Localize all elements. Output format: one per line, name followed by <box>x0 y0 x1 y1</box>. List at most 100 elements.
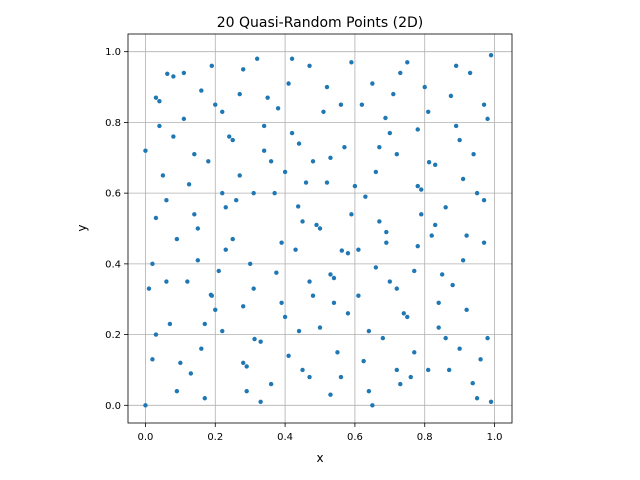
scatter-point <box>481 198 487 203</box>
scatter-point <box>377 219 382 224</box>
scatter-point <box>150 357 155 362</box>
scatter-point <box>443 205 448 210</box>
scatter-point <box>213 102 218 107</box>
scatter-point <box>345 311 351 316</box>
scatter-point <box>349 212 354 217</box>
scatter-point <box>296 141 302 146</box>
scatter-point <box>230 137 235 143</box>
scatter-point <box>303 180 309 185</box>
scatter-point <box>377 144 382 150</box>
scatter-point <box>241 360 246 366</box>
scatter-point <box>324 180 330 185</box>
scatter-point <box>419 212 424 217</box>
scatter-point <box>401 311 406 316</box>
scatter-point <box>439 272 445 277</box>
scatter-point <box>275 106 281 111</box>
scatter-point <box>457 137 462 143</box>
scatter-point <box>300 219 305 224</box>
scatter-point <box>433 162 438 168</box>
scatter-point <box>202 396 207 401</box>
scatter-point <box>464 307 469 313</box>
scatter-point <box>286 353 291 359</box>
scatter-point <box>387 130 393 136</box>
y-axis-label: y <box>75 224 89 231</box>
scatter-point <box>153 332 159 337</box>
scatter-point <box>384 240 389 245</box>
scatter-point <box>356 247 361 252</box>
scatter-point <box>227 134 232 139</box>
scatter-point <box>265 95 270 100</box>
y-tick-label: 0.8 <box>105 118 121 129</box>
scatter-point <box>363 194 368 199</box>
scatter-point <box>174 388 180 394</box>
scatter-point <box>251 286 256 291</box>
scatter-point <box>258 339 263 344</box>
scatter-point <box>488 399 494 404</box>
scatter-point <box>157 123 162 129</box>
chart-title: 20 Quasi-Random Points (2D) <box>217 15 424 31</box>
scatter-point <box>470 381 475 386</box>
scatter-point <box>195 258 201 263</box>
scatter-point <box>192 152 197 157</box>
x-tick-label: 0.2 <box>207 432 223 443</box>
scatter-point <box>412 350 417 355</box>
scatter-point <box>310 293 316 298</box>
scatter-point <box>223 205 228 210</box>
scatter-point <box>220 109 225 115</box>
scatter-point <box>446 367 452 373</box>
scatter-point <box>415 183 420 189</box>
scatter-point <box>143 403 148 408</box>
plot-frame <box>127 33 513 424</box>
scatter-point <box>338 374 344 380</box>
scatter-point <box>293 247 298 252</box>
scatter-point <box>328 272 333 277</box>
scatter-point <box>186 182 192 187</box>
scatter-point <box>426 159 432 165</box>
scatter-point <box>261 123 267 129</box>
scatter-point <box>195 226 201 231</box>
scatter-point <box>426 367 431 373</box>
scatter-point <box>244 388 249 394</box>
scatter-point <box>252 336 257 342</box>
y-axis-ticks: 0.0 0.2 0.4 0.6 0.8 1.0 <box>105 47 128 412</box>
scatter-point <box>370 403 375 408</box>
scatter-point <box>310 159 316 164</box>
scatter-point <box>453 123 459 129</box>
scatter-point <box>349 60 354 65</box>
scatter-point <box>282 314 288 320</box>
scatter-point <box>415 243 420 249</box>
scatter-point <box>380 335 386 341</box>
y-tick-label: 1.0 <box>105 47 121 58</box>
scatter-point <box>164 279 169 284</box>
scatter-point <box>321 109 326 115</box>
x-tick-label: 0.8 <box>417 432 433 443</box>
scatter-point <box>237 91 242 97</box>
scatter-point <box>384 229 389 235</box>
scatter-point <box>181 116 187 122</box>
scatter-point <box>342 144 347 150</box>
scatter-point <box>419 187 424 192</box>
scatter-point <box>220 328 225 334</box>
scatter-point <box>199 88 204 93</box>
scatter-point <box>209 293 214 298</box>
data-points <box>143 53 494 408</box>
scatter-point <box>234 198 239 203</box>
scatter-point <box>485 116 490 122</box>
scatter-point <box>485 335 490 341</box>
scatter-point <box>157 98 162 104</box>
scatter-point <box>481 102 487 107</box>
scatter-point <box>307 374 312 380</box>
scatter-point <box>165 71 170 76</box>
scatter-point <box>331 300 337 305</box>
scatter-point <box>345 251 351 256</box>
scatter-point <box>488 53 494 58</box>
scatter-point <box>339 248 345 253</box>
scatter-point <box>286 81 291 86</box>
x-tick-label: 0.6 <box>347 432 363 443</box>
scatter-point <box>258 399 263 404</box>
scatter-point <box>268 159 274 164</box>
scatter-point <box>274 270 279 275</box>
scatter-point <box>460 258 466 263</box>
scatter-point <box>398 381 403 387</box>
scatter-point <box>398 70 403 76</box>
